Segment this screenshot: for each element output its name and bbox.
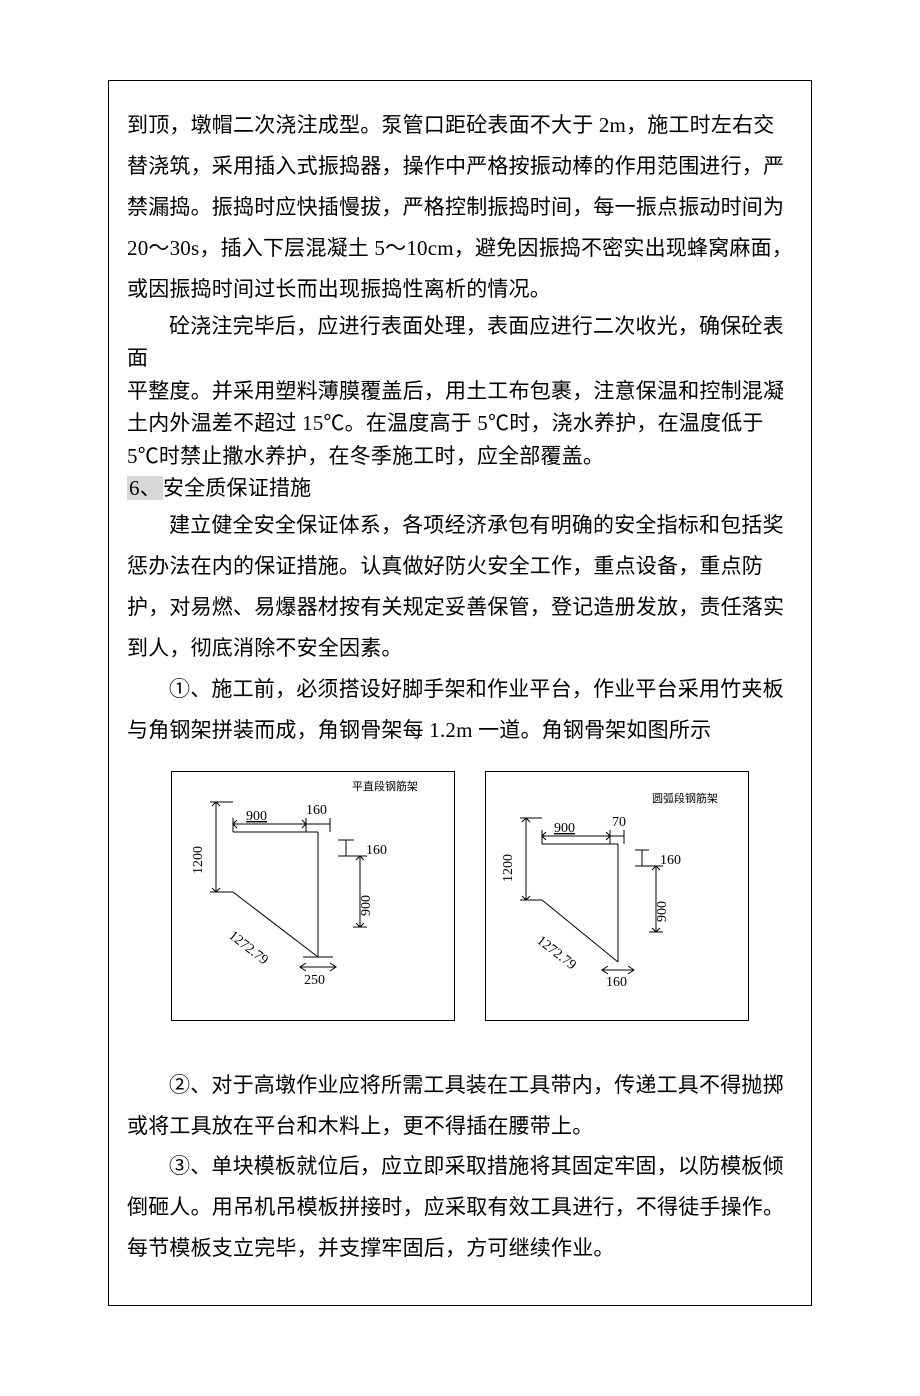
diagram-right-svg: 1200 900 70 160 900 1272.79 160 [502,782,717,987]
dim-text: 900 [246,809,267,824]
dim-text: 1272.79 [226,928,271,968]
diagram-left: 平直段钢筋架 [171,771,455,1021]
dim-text: 250 [304,973,325,987]
content-frame: 到顶，墩帽二次浇注成型。泵管口距砼表面不大于 2m，施工时左右交替浇筑，采用插入… [108,80,812,1306]
section-number-highlight: 6、 [127,476,163,500]
dim-text: 900 [359,895,374,916]
paragraph-1: 到顶，墩帽二次浇注成型。泵管口距砼表面不大于 2m，施工时左右交替浇筑，采用插入… [127,105,793,310]
paragraph-2b: 平整度。并采用塑料薄膜覆盖后，用土工布包裹，注意保温和控制混凝土内外温差不超过 … [127,375,793,473]
dim-text: 160 [366,843,387,858]
diagram-left-title: 平直段钢筋架 [352,778,418,794]
page: 到顶，墩帽二次浇注成型。泵管口距砼表面不大于 2m，施工时左右交替浇筑，采用插入… [0,0,920,1396]
dim-text: 160 [660,853,681,868]
paragraph-7: ③、单块模板就位后，应立即采取措施将其固定牢固，以防模板倾倒砸人。用吊机吊模板拼… [127,1146,793,1269]
dim-text: 1200 [502,854,516,882]
paragraph-2a: 砼浇注完毕后，应进行表面处理，表面应进行二次收光，确保砼表面 [127,310,793,375]
dim-text: 1200 [191,846,206,874]
dim-text: 160 [306,803,327,818]
dim-text: 160 [606,975,627,987]
dim-text: 1272.79 [534,933,579,973]
paragraph-6: ②、对于高墩作业应将所需工具装在工具带内，传递工具不得抛掷或将工具放在平台和木料… [127,1065,793,1147]
dim-text: 70 [612,815,626,830]
section-title: 安全质保证措施 [163,476,311,500]
section-heading-6: 6、安全质保证措施 [127,472,793,505]
paragraph-5: ①、施工前，必须搭设好脚手架和作业平台，作业平台采用竹夹板与角钢架拼装而成，角钢… [127,669,793,751]
dim-text: 900 [655,901,670,922]
diagram-row: 平直段钢筋架 [127,771,793,1021]
diagram-left-svg: 1200 900 160 160 900 1272.79 250 [188,782,418,987]
dim-text: 900 [554,821,575,836]
diagram-right-title: 圆弧段钢筋架 [652,790,718,806]
diagram-right: 圆弧段钢筋架 [485,771,749,1021]
paragraph-4: 建立健全安全保证体系，各项经济承包有明确的安全指标和包括奖惩办法在内的保证措施。… [127,505,793,669]
